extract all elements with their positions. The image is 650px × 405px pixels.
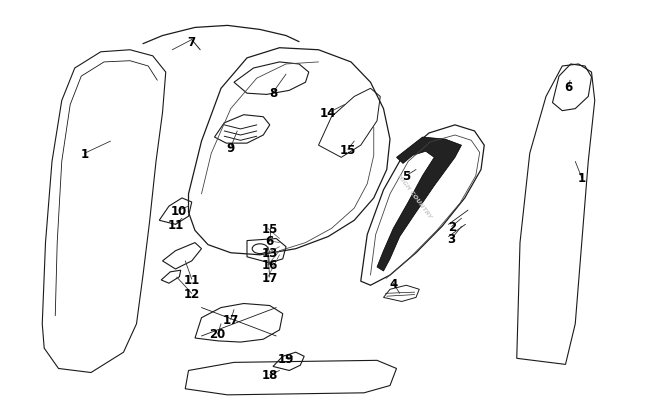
- Text: 6: 6: [565, 81, 573, 94]
- Text: 2: 2: [448, 220, 456, 233]
- Text: 9: 9: [227, 141, 235, 154]
- Text: 16: 16: [261, 259, 278, 272]
- Text: 13: 13: [261, 247, 278, 260]
- Text: 3: 3: [448, 232, 456, 245]
- Text: 10: 10: [171, 204, 187, 217]
- Text: HIGH COUNTRY: HIGH COUNTRY: [396, 174, 433, 219]
- Text: 11: 11: [168, 218, 183, 231]
- Text: 15: 15: [261, 222, 278, 235]
- Text: 17: 17: [261, 271, 278, 284]
- Text: 17: 17: [222, 313, 239, 326]
- Text: 5: 5: [402, 170, 410, 183]
- Text: 19: 19: [278, 352, 294, 365]
- Text: 7: 7: [188, 36, 196, 49]
- Text: 6: 6: [266, 234, 274, 247]
- Text: 15: 15: [339, 143, 356, 156]
- Text: 1: 1: [578, 172, 586, 185]
- Text: 18: 18: [261, 368, 278, 381]
- Text: 11: 11: [183, 273, 200, 286]
- Polygon shape: [377, 138, 462, 271]
- Text: 14: 14: [320, 107, 337, 120]
- Text: 1: 1: [81, 147, 88, 160]
- Text: 20: 20: [209, 328, 226, 341]
- Text: 12: 12: [183, 287, 200, 300]
- Text: 4: 4: [389, 277, 397, 290]
- Text: 8: 8: [269, 87, 277, 100]
